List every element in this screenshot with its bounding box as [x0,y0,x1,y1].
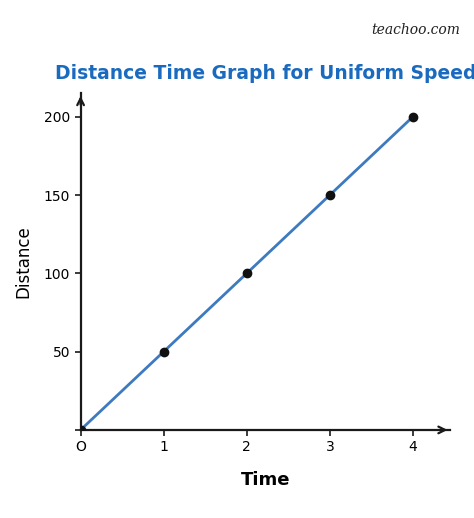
Text: teachoo.com: teachoo.com [371,23,460,37]
X-axis label: Time: Time [241,471,290,489]
Y-axis label: Distance: Distance [15,225,33,298]
Title: Distance Time Graph for Uniform Speed: Distance Time Graph for Uniform Speed [55,64,474,83]
